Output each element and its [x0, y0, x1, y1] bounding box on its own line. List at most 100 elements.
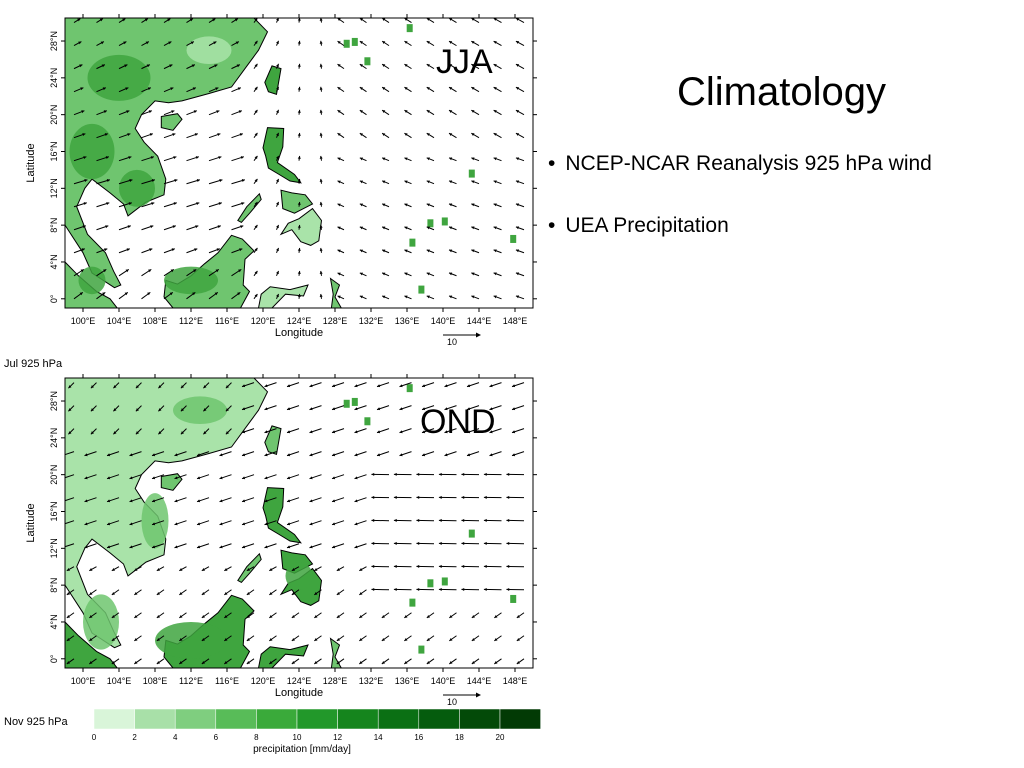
wind-vector-head [359, 157, 364, 161]
wind-vector-head [297, 247, 301, 251]
wind-vector-head [174, 179, 178, 182]
wind-vector-head [287, 453, 291, 457]
wind-vector-head [80, 269, 84, 273]
colorbar-bin [337, 708, 379, 730]
wind-vector-head [113, 408, 117, 412]
lon-tick-label: 112°E [179, 676, 203, 686]
wind-vector-head [426, 203, 430, 207]
map-panel-ond: 100°E 104°E 108°E 112°E 116°E 120°E 124°E 128°E… [20, 374, 540, 714]
wind-vector-head [399, 384, 403, 388]
precip-grid-cell [510, 234, 517, 243]
wind-vector-head [426, 64, 430, 67]
wind-vector-head [337, 226, 341, 230]
wind-vector-head [219, 453, 223, 457]
wind-vector-head [319, 224, 323, 228]
wind-vector-head [147, 292, 151, 296]
map-plot-area [65, 18, 533, 308]
lon-tick-label: 120°E [251, 316, 276, 326]
wind-vector-head [246, 568, 250, 571]
wind-vector-head [319, 40, 323, 44]
wind-vector-head [493, 41, 497, 44]
wind-vector-shaft [65, 497, 75, 502]
wind-vector-head [359, 41, 364, 44]
wind-vector-head [125, 269, 129, 273]
wind-vector-head [359, 615, 363, 618]
wind-vector-head [276, 155, 279, 160]
wind-vector-head [515, 133, 520, 136]
wind-vector-head [493, 87, 497, 90]
wind-vector-head [483, 564, 487, 568]
wind-vector-head [83, 202, 87, 206]
wind-vector-head [254, 293, 258, 298]
wind-vector-head [381, 638, 385, 641]
wind-vector-head [150, 225, 154, 229]
wind-vector-head [113, 431, 117, 435]
wind-vector-head [354, 476, 358, 480]
wind-vector-head [449, 249, 453, 253]
lon-tick-label: 124°E [287, 676, 312, 686]
wind-vector-head [359, 591, 363, 595]
wind-vector-head [84, 522, 88, 526]
wind-vector-head [516, 615, 520, 618]
wind-vector-head [399, 453, 403, 457]
lat-tick-label: 12°N [49, 538, 59, 558]
wind-vector-head [449, 64, 453, 67]
wind-vector-head [449, 133, 453, 136]
colorbar-tick-label: 20 [496, 733, 505, 742]
wind-vector-head [515, 157, 520, 161]
wind-vector-head [156, 615, 160, 618]
wind-vector-head [195, 156, 199, 160]
wind-vector-head [336, 568, 340, 571]
wind-vector-head [106, 179, 110, 182]
wind-vector-head [239, 133, 243, 137]
wind-vector-head [111, 615, 115, 618]
wind-vector-head [144, 18, 148, 22]
lat-tick-label: 20°N [49, 105, 59, 125]
wind-vector-head [515, 295, 520, 299]
season-label-ond: OND [420, 403, 496, 441]
wind-vector-head [276, 293, 279, 298]
wind-vector-head [174, 476, 178, 480]
wind-vector-head [483, 541, 487, 545]
precip-shading [155, 621, 227, 659]
wind-vector-head [246, 591, 250, 595]
wind-vector-head [461, 472, 465, 476]
wind-vector-head [297, 293, 301, 297]
wind-vector-head [241, 202, 245, 206]
wind-vector-head [102, 292, 106, 296]
precip-grid-cell [364, 417, 371, 426]
wind-vector-head [404, 180, 408, 184]
wind-vector-head [193, 269, 197, 273]
wind-vector-head [512, 407, 516, 411]
wind-vector-head [359, 661, 363, 664]
wind-vector-head [276, 109, 279, 114]
wind-vector-head [489, 430, 493, 434]
wind-vector-head [242, 499, 246, 503]
colorbar-bin [499, 708, 541, 730]
wind-vector-head [219, 476, 223, 480]
wind-vector-head [179, 615, 183, 618]
wind-vector-head [201, 638, 205, 641]
wind-vector-head [493, 272, 497, 276]
wind-vector-head [382, 64, 386, 67]
lon-tick-label: 116°E [215, 676, 239, 686]
wind-vector-head [319, 132, 323, 136]
wind-vector-head [129, 476, 133, 480]
colorbar-tick-label: 6 [214, 733, 219, 742]
wind-vector-head [197, 499, 201, 503]
wind-vector-head [254, 132, 258, 137]
wind-vector-head [103, 269, 107, 273]
wind-vector-head [404, 203, 408, 207]
wind-vector-head [122, 18, 126, 22]
wind-vector-head [104, 133, 108, 137]
wind-vector-head [449, 110, 453, 113]
wind-vector-head [471, 638, 475, 641]
wind-vector-head [416, 518, 420, 522]
wind-vector-head [449, 295, 453, 299]
wind-vector-head [493, 180, 497, 184]
wind-vector-head [254, 178, 258, 183]
lat-tick-label: 24°N [49, 428, 59, 448]
wind-vector-head [354, 430, 358, 434]
wind-vector-head [128, 156, 132, 160]
precip-grid-cell [468, 529, 475, 538]
